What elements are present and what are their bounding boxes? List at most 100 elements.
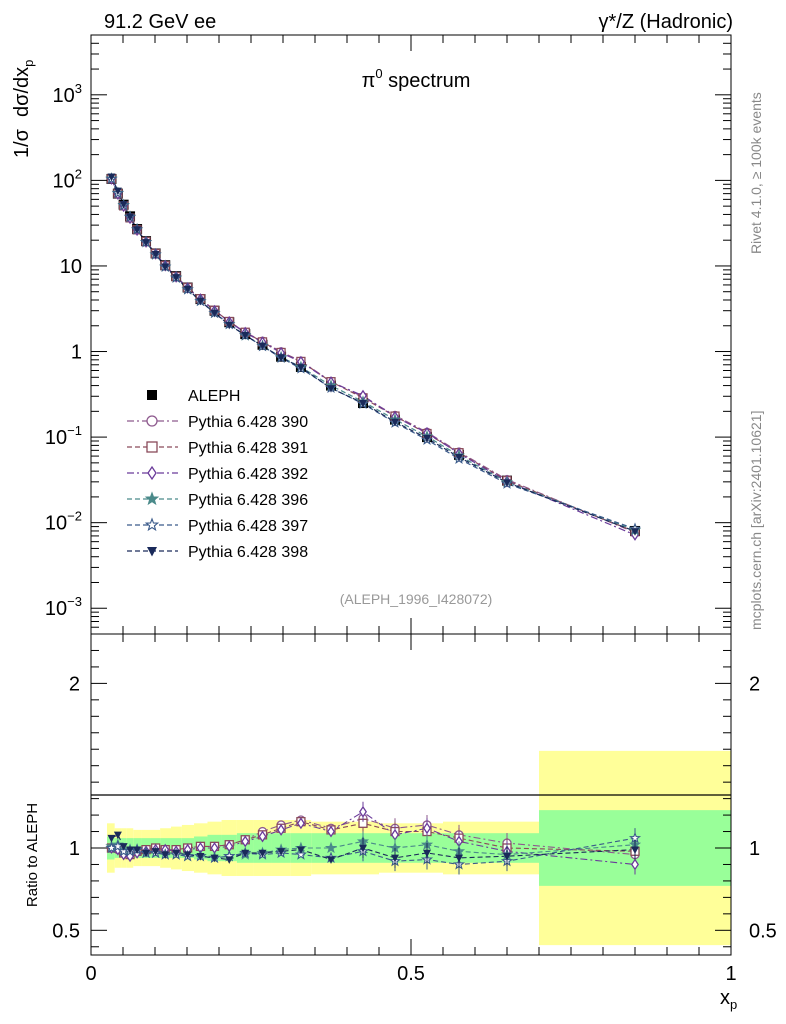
legend-label-p397: Pythia 6.428 397	[188, 518, 308, 535]
legend-marker-p390	[146, 415, 158, 427]
ratio-y-tick-label-right: 1	[749, 838, 760, 860]
main-point-p398	[241, 331, 250, 340]
ratio-point-p392	[423, 822, 431, 835]
ratio-point-p398	[296, 846, 305, 855]
ratio-point-p398	[183, 851, 192, 859]
main-point-p398	[359, 399, 367, 408]
main-point-p398	[113, 187, 122, 196]
main-point-p398	[183, 285, 192, 294]
main-point-p398	[126, 213, 135, 222]
legend-label-data: ALEPH	[188, 388, 240, 405]
ratio-y-tick-label-right: 2	[749, 673, 760, 695]
ratio-point-p398	[119, 843, 128, 851]
ratio-point-p398	[107, 834, 116, 843]
ratio-point-p398	[258, 849, 267, 858]
main-y-tick-label: 103	[53, 81, 82, 107]
header-energy-label: 91.2 GeV ee	[104, 11, 216, 33]
legend-marker-p398	[147, 547, 157, 557]
chart-title: π0 spectrum	[362, 66, 471, 92]
main-y-tick-label: 1	[71, 342, 82, 364]
main-point-p398	[391, 418, 399, 427]
ratio-point-p392	[277, 823, 286, 836]
main-point-p398	[210, 309, 219, 318]
main-y-tick-label: 102	[53, 166, 82, 192]
mcplots-label: mcplots.cern.ch [arXiv:2401.10621]	[748, 411, 764, 630]
ratio-point-p398	[327, 856, 335, 864]
tick-label-base: 10	[45, 427, 67, 449]
main-y-tick-label: 10−1	[45, 423, 82, 449]
ratio-point-p398	[455, 854, 463, 863]
ratio-point-p397	[294, 848, 308, 860]
legend-marker-p392	[147, 465, 157, 481]
ratio-y-tick-label-left: 2	[69, 673, 80, 695]
main-point-p398	[119, 201, 128, 209]
main-point-p398	[133, 226, 142, 234]
ratio-point-p392	[296, 817, 305, 830]
ratio-point-p398	[161, 851, 170, 859]
main-data-points	[105, 172, 642, 541]
ratio-point-p392	[631, 858, 639, 871]
main-point-p398	[503, 479, 511, 487]
ratio-panel: 0.5 0.51 12 2 0 0.5 1 Ratio to ALEPH xp	[24, 633, 777, 1012]
tick-label-base: 10	[60, 256, 82, 278]
x-axis-label: xp	[720, 987, 737, 1012]
analysis-id-label: (ALEPH_1996_I428072)	[340, 591, 493, 607]
ratio-point-p398	[142, 849, 151, 858]
ratio-y-axis-label: Ratio to ALEPH	[24, 803, 41, 907]
ratio-y-tick-labels: 0.5 0.5 1 1 2 2	[52, 673, 777, 942]
x-tick-labels: 0 0.5 1	[85, 963, 736, 985]
main-frame	[90, 34, 732, 635]
main-point-p398	[631, 528, 639, 536]
main-point-p398	[196, 297, 205, 306]
ratio-point-p392	[241, 835, 250, 848]
ratio-y-tick-label-left: 0.5	[52, 920, 80, 942]
ratio-point-p398	[196, 853, 205, 861]
main-point-p398	[161, 263, 170, 272]
ratio-point-p398	[631, 846, 639, 855]
x-tick-label: 0.5	[397, 963, 425, 985]
main-axis-ticks	[90, 34, 732, 635]
tick-label-base: 10	[45, 598, 67, 620]
ratio-point-p398	[113, 831, 122, 840]
tick-label-exponent: 2	[75, 166, 82, 181]
main-line-p397	[110, 178, 636, 530]
tick-label-exponent: −2	[67, 509, 82, 524]
ratio-point-p398	[277, 848, 286, 856]
main-point-p398	[327, 385, 335, 393]
main-y-tick-label: 10−2	[45, 509, 82, 535]
legend-label-p398: Pythia 6.428 398	[188, 544, 308, 561]
ratio-point-p398	[423, 849, 431, 858]
ratio-point-p398	[126, 846, 135, 855]
main-point-p398	[142, 239, 151, 247]
main-point-p398	[296, 364, 305, 372]
ratio-point-p396	[324, 841, 338, 854]
legend-label-p391: Pythia 6.428 391	[188, 440, 308, 457]
ratio-line-p392	[111, 811, 636, 866]
legend-marker-p396	[144, 491, 160, 506]
tick-label-exponent: 3	[75, 81, 82, 96]
main-y-tick-label: 10	[60, 256, 82, 278]
legend-marker-p397	[144, 517, 160, 532]
x-tick-label: 0	[85, 963, 96, 985]
legend-marker-p391	[146, 441, 158, 453]
ratio-point-p398	[133, 846, 142, 855]
ratio-data-points	[105, 801, 642, 875]
tick-label-exponent: −1	[67, 423, 82, 438]
ratio-y-tick-label-right: 0.5	[749, 920, 777, 942]
ratio-y-tick-label-left: 1	[69, 838, 80, 860]
tick-label-base: 10	[53, 170, 75, 192]
main-point-p398	[151, 251, 160, 259]
ratio-point-p398	[151, 848, 160, 856]
ratio-point-p398	[210, 854, 219, 863]
ratio-point-p392	[258, 830, 267, 843]
x-tick-label: 1	[725, 963, 736, 985]
main-point-p398	[258, 342, 267, 351]
ratio-point-p398	[503, 853, 511, 861]
tick-label-base: 10	[45, 513, 67, 535]
legend-label-p392: Pythia 6.428 392	[188, 466, 308, 483]
legend: ALEPH Pythia 6.428 390 Pythia 6.428 391 Pyt…	[127, 388, 308, 561]
main-point-p398	[225, 321, 234, 330]
